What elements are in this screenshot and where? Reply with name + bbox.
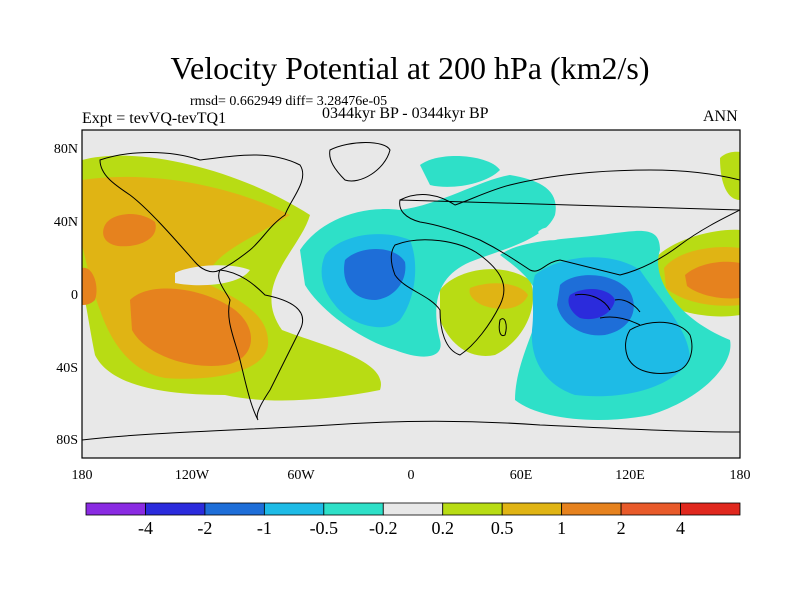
x-tick-60E: 60E bbox=[509, 468, 533, 483]
y-tick-80N: 80N bbox=[53, 142, 78, 157]
contour-positive-east-africa-inner bbox=[469, 283, 528, 309]
colorbar-swatch bbox=[85, 502, 146, 516]
y-tick-80S: 80S bbox=[56, 433, 78, 448]
contour-negative-1-atlantic bbox=[344, 248, 406, 300]
colorbar-label: -2 bbox=[197, 518, 213, 538]
contour-negative-2-indo bbox=[568, 288, 615, 320]
neutral-patch-asia bbox=[538, 226, 565, 241]
x-tick-120E: 120E bbox=[615, 468, 645, 483]
contour-positive-west-pacific-core bbox=[685, 261, 740, 299]
contour-positive-1b bbox=[130, 288, 252, 366]
coastlines bbox=[82, 142, 740, 441]
x-tick-180W: 180 bbox=[71, 468, 93, 483]
contour-negative-arctic bbox=[420, 155, 500, 187]
colorbar-swatch bbox=[680, 502, 741, 516]
colorbar-swatch bbox=[501, 502, 563, 516]
y-tick-0: 0 bbox=[71, 288, 78, 303]
colorbar bbox=[85, 502, 741, 516]
colorbar-label: 4 bbox=[676, 518, 686, 538]
x-tick-60W: 60W bbox=[287, 468, 315, 483]
colorbar-label: -0.5 bbox=[309, 518, 339, 538]
map-plot bbox=[82, 130, 740, 458]
colorbar-label: -4 bbox=[137, 518, 153, 538]
season-label: ANN bbox=[703, 108, 738, 125]
colorbar-label: -0.2 bbox=[369, 518, 398, 538]
colorbar-label: 1 bbox=[557, 518, 567, 538]
colorbar-swatch bbox=[561, 502, 622, 516]
colorbar-swatch bbox=[620, 502, 681, 516]
colorbar-label: 0.5 bbox=[490, 518, 514, 538]
x-tick-0: 0 bbox=[407, 468, 415, 483]
y-tick-40N: 40N bbox=[53, 215, 78, 230]
contour-positive-1 bbox=[103, 214, 156, 247]
x-tick-120W: 120W bbox=[174, 468, 210, 483]
neutral-patch-pacific bbox=[175, 265, 250, 286]
colorbar-swatch bbox=[145, 502, 206, 516]
colorbar-label: 2 bbox=[616, 518, 626, 538]
x-tick-180E: 180 bbox=[729, 468, 751, 483]
map-title: Velocity Potential at 200 hPa (km2/s) bbox=[170, 50, 650, 86]
colorbar-swatch bbox=[204, 502, 265, 516]
statistics-label: rmsd= 0.662949 diff= 3.28476e-05 bbox=[190, 94, 388, 109]
colorbar-swatch bbox=[263, 502, 325, 516]
experiment-label: Expt = tevVQ-tevTQ1 bbox=[82, 110, 227, 127]
contour-positive-arctic-east bbox=[720, 151, 740, 200]
colorbar-swatch bbox=[442, 502, 503, 516]
colorbar-label: -1 bbox=[256, 518, 272, 538]
colorbar-swatch bbox=[382, 502, 444, 516]
colorbar-swatch bbox=[323, 502, 384, 516]
y-tick-40S: 40S bbox=[56, 361, 78, 376]
contour-positive-1c bbox=[82, 267, 97, 305]
map-frame bbox=[81, 129, 741, 459]
colorbar-label: 0.2 bbox=[431, 518, 454, 538]
period-label: 0344kyr BP - 0344kyr BP bbox=[322, 105, 489, 122]
